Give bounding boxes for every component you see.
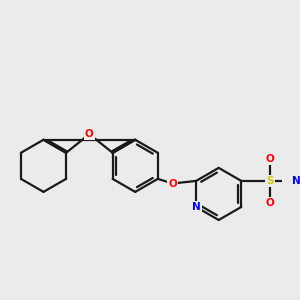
Text: O: O (85, 129, 94, 139)
Text: O: O (266, 198, 274, 208)
Text: N: N (192, 202, 200, 212)
Text: S: S (266, 176, 274, 186)
Text: N: N (292, 176, 300, 186)
Text: O: O (168, 178, 177, 188)
Text: O: O (266, 154, 274, 164)
